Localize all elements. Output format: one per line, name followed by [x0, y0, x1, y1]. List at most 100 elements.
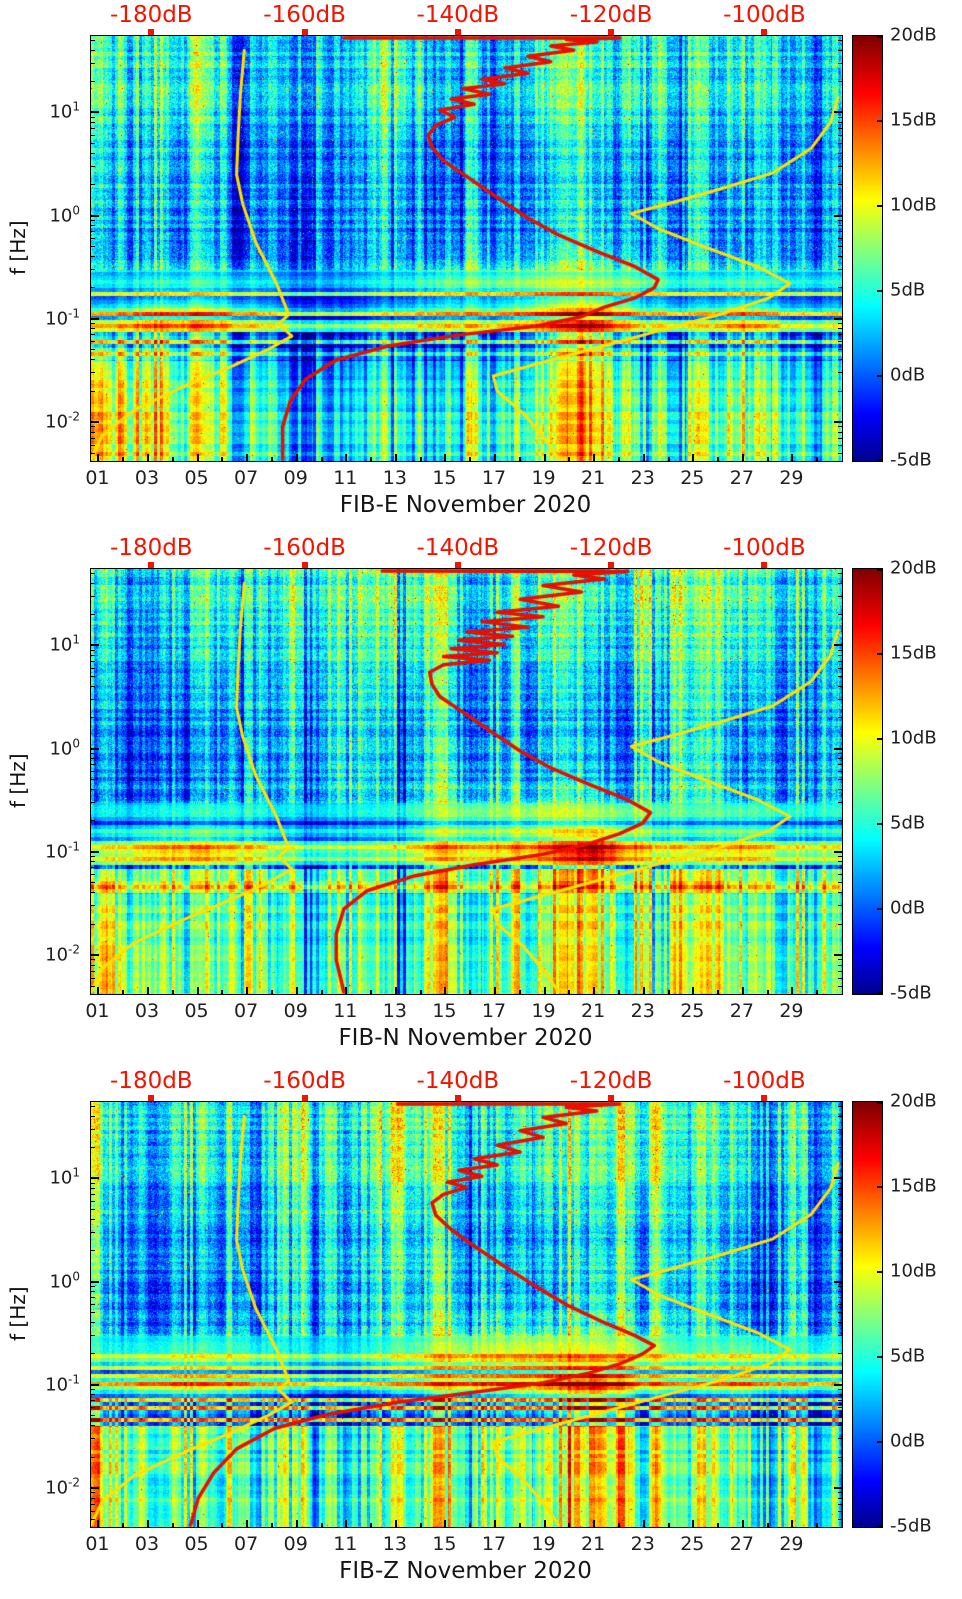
- colorbar-tick-label: 20dB: [890, 1090, 937, 1112]
- top-axis-tick: [301, 562, 308, 568]
- panel-title: FIB-Z November 2020: [339, 1558, 592, 1584]
- x-tick-label: 21: [581, 467, 606, 489]
- colorbar-tick: [877, 908, 882, 910]
- colorbar-tick: [877, 569, 882, 571]
- colorbar-tick: [877, 1525, 882, 1527]
- top-axis-tick: [301, 1095, 308, 1101]
- x-tick-label: 15: [432, 1533, 457, 1555]
- top-axis-tick: [608, 562, 615, 568]
- x-tick-label: 05: [184, 1533, 209, 1555]
- x-tick-label: 07: [234, 467, 259, 489]
- plot-area: [90, 1101, 843, 1528]
- colorbar-tick: [877, 1271, 882, 1273]
- colorbar-tick-label: 5dB: [890, 812, 926, 834]
- colorbar-tick: [877, 1356, 882, 1358]
- colorbar-tick-label: 15dB: [890, 642, 937, 664]
- y-axis-tick-labels: 101 100 10-1 10-2: [0, 0, 86, 533]
- colorbar-tick: [877, 205, 882, 207]
- top-axis-label: -140dB: [416, 1068, 500, 1094]
- y-tick-label: 101: [49, 632, 80, 656]
- top-axis-tick: [148, 29, 155, 35]
- y-axis-tick-labels: 101 100 10-1 10-2: [0, 533, 86, 1066]
- colorbar-tick: [877, 36, 882, 38]
- x-tick-label: 21: [581, 1533, 606, 1555]
- y-tick-label: 101: [49, 1165, 80, 1189]
- colorbar-tick: [877, 992, 882, 994]
- colorbar-tick-label: -5dB: [890, 449, 932, 471]
- x-axis-tick-labels: 01 03 05 07 09 11 13 15 17 19 21 23 25 27 29: [85, 1533, 841, 1559]
- x-tick-label: 13: [382, 467, 407, 489]
- colorbar-tick: [877, 120, 882, 122]
- x-tick-label: 29: [779, 1533, 804, 1555]
- top-axis-label: -180dB: [110, 2, 193, 28]
- x-tick-label: 09: [283, 1533, 308, 1555]
- colorbar-tick-label: -5dB: [890, 982, 932, 1004]
- colorbar: [852, 1101, 883, 1528]
- colorbar-tick: [877, 1102, 882, 1104]
- top-axis-tick: [301, 29, 308, 35]
- y-tick-label: 10-1: [45, 839, 80, 863]
- x-tick-label: 27: [729, 467, 754, 489]
- x-tick-label: 13: [382, 1000, 407, 1022]
- x-tick-label: 15: [432, 467, 457, 489]
- x-tick-label: 23: [630, 1000, 655, 1022]
- top-axis-label: -160dB: [263, 1068, 346, 1094]
- colorbar-tick-label: 5dB: [890, 279, 926, 301]
- plot-area: [90, 568, 843, 995]
- top-axis-label: -120dB: [569, 1068, 653, 1094]
- x-tick-label: 17: [481, 1000, 507, 1022]
- colorbar-tick-labels: 20dB 15dB 10dB 5dB 0dB -5dB: [890, 25, 962, 471]
- panel-title: FIB-E November 2020: [339, 492, 592, 518]
- colorbar-tick-label: 0dB: [890, 1430, 926, 1452]
- colorbar-tick-label: 15dB: [890, 109, 937, 131]
- x-tick-label: 25: [680, 1533, 705, 1555]
- y-tick-label: 10-2: [45, 942, 80, 966]
- x-tick-label: 23: [630, 467, 655, 489]
- colorbar-tick: [877, 290, 882, 292]
- x-tick-label: 27: [729, 1533, 754, 1555]
- y-axis-tick-labels: 101 100 10-1 10-2: [0, 1066, 86, 1599]
- top-axis-label: -100dB: [723, 1068, 806, 1094]
- x-tick-label: 09: [283, 467, 308, 489]
- x-tick-label: 27: [729, 1000, 754, 1022]
- x-tick-label: 25: [680, 467, 705, 489]
- panel-fib-n: -180dB -160dB -140dB -120dB -100dB f [Hz…: [0, 533, 962, 1066]
- spectrogram-heatmap: [91, 1102, 842, 1527]
- x-tick-label: 29: [779, 1000, 804, 1022]
- y-tick-label: 10-2: [45, 1475, 80, 1499]
- x-tick-label: 19: [531, 1533, 556, 1555]
- colorbar-tick: [877, 1441, 882, 1443]
- x-tick-label: 17: [481, 467, 507, 489]
- y-tick-label: 10-1: [45, 306, 80, 330]
- x-tick-label: 05: [184, 467, 209, 489]
- colorbar-tick-label: 10dB: [890, 194, 937, 216]
- colorbar-tick: [877, 653, 882, 655]
- colorbar-tick-label: 0dB: [890, 897, 926, 919]
- top-axis-tick: [608, 1095, 615, 1101]
- spectrogram-heatmap: [91, 569, 842, 994]
- colorbar-tick-labels: 20dB 15dB 10dB 5dB 0dB -5dB: [890, 558, 962, 1004]
- top-axis: -180dB -160dB -140dB -120dB -100dB: [0, 1066, 962, 1100]
- colorbar-tick-label: 20dB: [890, 24, 937, 46]
- top-axis-label: -100dB: [723, 535, 806, 561]
- x-tick-label: 21: [581, 1000, 606, 1022]
- colorbar-tick-label: 10dB: [890, 1260, 937, 1282]
- colorbar: [852, 568, 883, 995]
- x-axis-tick-labels: 01 03 05 07 09 11 13 15 17 19 21 23 25 27 29: [85, 1000, 841, 1026]
- colorbar-tick: [877, 823, 882, 825]
- colorbar-tick: [877, 375, 882, 377]
- top-axis-tick: [454, 29, 461, 35]
- x-tick-label: 07: [234, 1000, 259, 1022]
- colorbar-tick-label: 20dB: [890, 557, 937, 579]
- panel-fib-z: -180dB -160dB -140dB -120dB -100dB f [Hz…: [0, 1066, 962, 1599]
- y-tick-label: 100: [49, 736, 80, 760]
- top-axis: -180dB -160dB -140dB -120dB -100dB: [0, 0, 962, 34]
- x-tick-label: 01: [85, 1000, 110, 1022]
- x-tick-label: 01: [85, 1533, 110, 1555]
- x-tick-label: 13: [382, 1533, 407, 1555]
- y-tick-label: 10-2: [45, 409, 80, 433]
- top-axis-label: -180dB: [110, 535, 193, 561]
- y-tick-label: 100: [49, 203, 80, 227]
- top-axis-tick: [761, 1095, 768, 1101]
- x-tick-label: 29: [779, 467, 804, 489]
